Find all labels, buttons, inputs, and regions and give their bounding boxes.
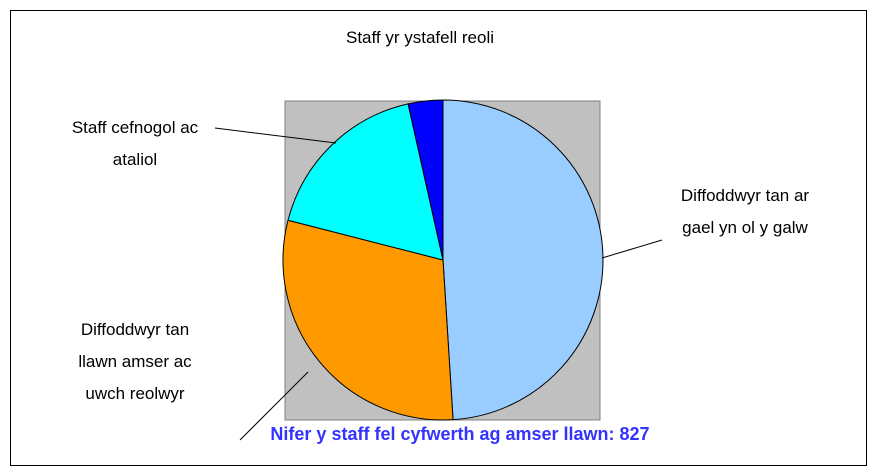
leader-line — [601, 239, 663, 259]
slice-label: Staff cefnogol ac ataliol — [71, 118, 199, 169]
pie-slice — [407, 99, 444, 261]
slice-label: Staff yr ystafell reoli — [345, 28, 495, 47]
chart-title: Nifer y staff fel cyfwerth ag amser llaw… — [270, 424, 650, 444]
leader-line — [214, 127, 337, 144]
pie-slice — [287, 103, 444, 261]
pie-slice — [282, 219, 454, 421]
slice-label: Diffoddwyr tan llawn amser ac uwch reolw… — [78, 320, 192, 403]
leader-line — [239, 371, 309, 441]
slice-label: Diffoddwyr tan ar gael yn ol y galw — [680, 186, 810, 237]
pie-slice — [442, 99, 604, 421]
